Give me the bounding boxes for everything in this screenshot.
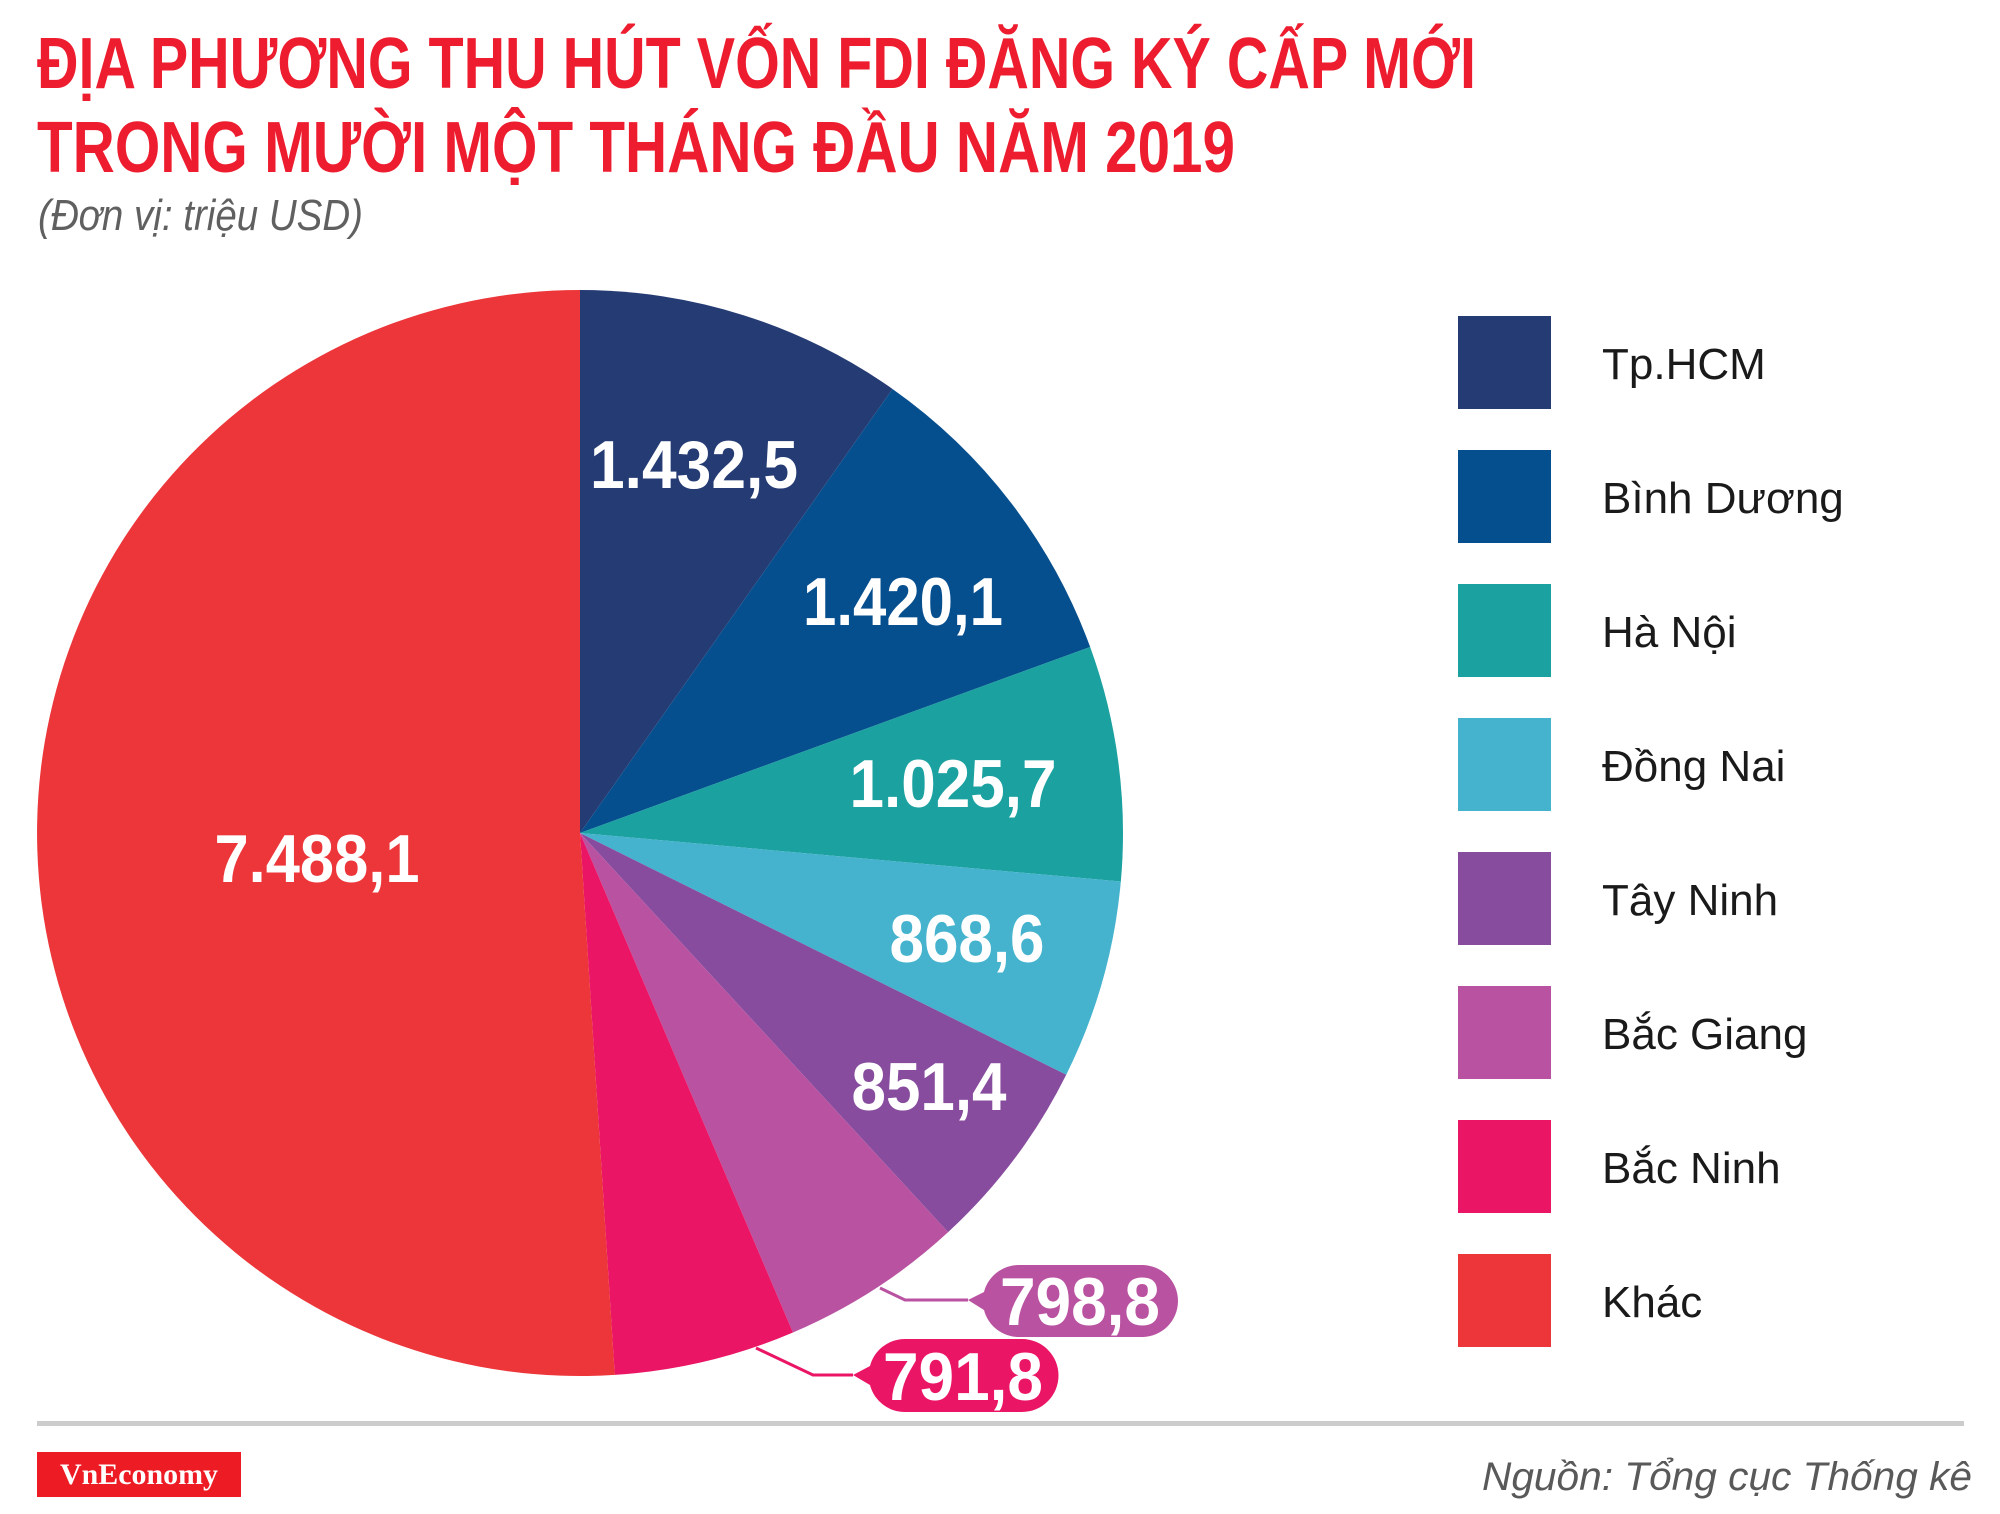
legend-label: Tp.HCM xyxy=(1602,340,1766,389)
pie-slice-tay-ninh xyxy=(580,833,1067,1233)
callout-bubble-bac-giang xyxy=(968,1264,1178,1338)
unit-label: (Đơn vị: triệu USD) xyxy=(38,191,363,240)
legend-label: Tây Ninh xyxy=(1602,876,1778,925)
slice-label-tp-hcm: 1.432,5 xyxy=(590,427,798,503)
pie-slice-bac-ninh xyxy=(580,833,793,1375)
header: ĐỊA PHƯƠNG THU HÚT VỐN FDI ĐĂNG KÝ CẤP M… xyxy=(37,22,1476,240)
slice-label-tay-ninh: 851,4 xyxy=(852,1049,1007,1125)
pie-chart xyxy=(37,290,1124,1376)
callout-bac-giang xyxy=(879,1264,1178,1338)
legend-swatch xyxy=(1458,852,1551,945)
slice-label-bac-giang: 798,8 xyxy=(1000,1264,1160,1340)
legend-label: Bình Dương xyxy=(1602,474,1844,523)
slice-label-bac-ninh: 791,8 xyxy=(883,1339,1043,1415)
pie-slice-dong-nai xyxy=(580,833,1121,1075)
source-label: Nguồn: Tổng cục Thống kê xyxy=(1482,1455,1972,1499)
legend-label: Bắc Ninh xyxy=(1602,1144,1781,1193)
title-line-1: ĐỊA PHƯƠNG THU HÚT VỐN FDI ĐĂNG KÝ CẤP M… xyxy=(37,22,1476,104)
callout-bubble-bac-ninh xyxy=(853,1338,1059,1413)
pie-slice-tp-hcm xyxy=(580,290,893,833)
legend-swatch xyxy=(1458,718,1551,811)
pie-slice-ha-noi xyxy=(580,647,1124,882)
legend-swatch xyxy=(1458,986,1551,1079)
logo-text: VnEconomy xyxy=(60,1458,218,1491)
legend-label: Hà Nội xyxy=(1602,608,1737,657)
slice-labels: 1.432,5 1.420,1 1.025,7 868,6 851,4 798,… xyxy=(215,427,1161,1415)
legend-item-dong-nai: Đồng Nai xyxy=(1458,718,1785,811)
slice-label-binh-duong: 1.420,1 xyxy=(803,564,1003,640)
leader-line-bac-ninh xyxy=(755,1346,853,1377)
legend-item-khac: Khác xyxy=(1458,1254,1702,1347)
legend-item-bac-ninh: Bắc Ninh xyxy=(1458,1120,1781,1213)
logo-background xyxy=(37,1452,241,1497)
slice-label-khac: 7.488,1 xyxy=(215,821,420,897)
legend-item-tay-ninh: Tây Ninh xyxy=(1458,852,1778,945)
divider xyxy=(37,1421,1964,1426)
legend-swatch xyxy=(1458,316,1551,409)
title-line-2: TRONG MƯỜI MỘT THÁNG ĐẦU NĂM 2019 xyxy=(37,107,1235,188)
legend-item-tp-hcm: Tp.HCM xyxy=(1458,316,1766,409)
legend-swatch xyxy=(1458,450,1551,543)
legend-swatch xyxy=(1458,1254,1551,1347)
legend-item-binh-duong: Bình Dương xyxy=(1458,450,1844,543)
legend-swatch xyxy=(1458,584,1551,677)
callout-bac-ninh xyxy=(755,1338,1059,1413)
legend-item-bac-giang: Bắc Giang xyxy=(1458,986,1807,1079)
pie-slice-bac-giang xyxy=(580,833,949,1333)
slice-label-dong-nai: 868,6 xyxy=(890,901,1045,977)
legend-label: Đồng Nai xyxy=(1602,742,1785,791)
pie-slice-binh-duong xyxy=(580,388,1091,833)
vneconomy-logo: VnEconomy xyxy=(37,1452,241,1497)
pie-slice-khac xyxy=(37,290,615,1376)
legend-label: Bắc Giang xyxy=(1602,1010,1807,1059)
leader-line-bac-giang xyxy=(879,1286,968,1302)
legend-item-ha-noi: Hà Nội xyxy=(1458,584,1737,677)
legend-swatch xyxy=(1458,1120,1551,1213)
legend: Tp.HCM Bình Dương Hà Nội Đồng Nai Tây Ni… xyxy=(1458,316,1844,1347)
slice-label-ha-noi: 1.025,7 xyxy=(850,746,1057,822)
legend-label: Khác xyxy=(1602,1278,1702,1327)
footer: VnEconomy Nguồn: Tổng cục Thống kê xyxy=(37,1421,1972,1499)
